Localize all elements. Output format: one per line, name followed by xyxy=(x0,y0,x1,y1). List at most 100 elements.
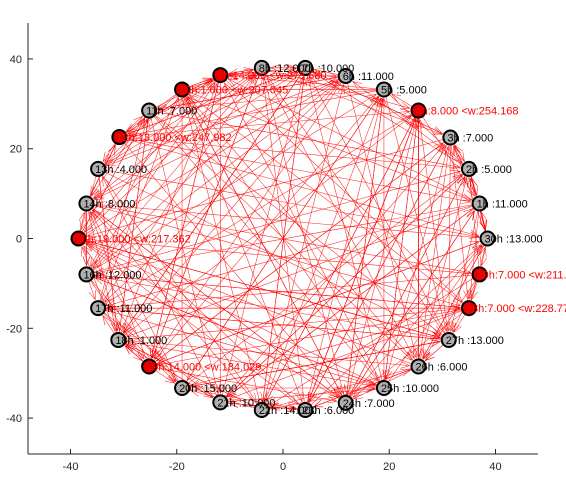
edge-arrowhead xyxy=(122,323,132,334)
edge-arrowhead xyxy=(94,277,105,285)
edge-arrowhead xyxy=(227,78,239,87)
edge xyxy=(148,142,444,367)
edge-arrowhead xyxy=(402,351,413,361)
edge-arrowhead xyxy=(91,186,100,197)
edge-arrowhead xyxy=(228,400,239,408)
node-label-15: 15h:19.000 <w:217.362 xyxy=(75,234,190,246)
edge-arrowhead xyxy=(380,97,388,108)
node-label-25: 25h :10.000 xyxy=(381,383,439,395)
edge xyxy=(104,89,183,163)
edge-arrowhead xyxy=(187,95,197,106)
edge-arrowhead xyxy=(149,348,158,359)
edge-arrowhead xyxy=(309,75,317,86)
edge xyxy=(86,274,145,360)
node-label-18: 18h :1.000 xyxy=(115,335,167,347)
edge-arrowhead xyxy=(378,97,386,108)
edge xyxy=(104,75,346,303)
edge xyxy=(158,89,384,111)
edge-arrowhead xyxy=(410,348,418,359)
y-tick-label: 20 xyxy=(10,144,22,156)
edges-layer xyxy=(78,64,488,413)
edge xyxy=(345,210,475,403)
edge-arrowhead xyxy=(453,293,463,303)
edge-arrowhead xyxy=(156,356,168,364)
edge xyxy=(352,307,470,398)
edge-arrowhead xyxy=(90,210,99,222)
edge xyxy=(126,343,262,411)
edge-arrowhead xyxy=(329,80,340,90)
edge-arrowhead xyxy=(432,326,443,335)
edge xyxy=(418,146,450,367)
edge-arrowhead xyxy=(365,385,376,394)
node-label-17: 17h :11.000 xyxy=(95,303,152,315)
edge-arrowhead xyxy=(313,67,324,76)
edge xyxy=(93,67,262,199)
edge xyxy=(469,177,480,275)
edge-arrowhead xyxy=(212,384,220,395)
edge-arrowhead xyxy=(453,145,462,156)
edge-arrowhead xyxy=(400,361,411,369)
edge-arrowhead xyxy=(125,123,136,133)
edge-arrowhead xyxy=(202,78,213,87)
node-18 xyxy=(110,331,127,348)
edge-arrowhead xyxy=(353,391,364,400)
edge xyxy=(97,307,214,398)
edge-arrowhead xyxy=(126,330,137,338)
edge-arrowhead xyxy=(89,211,97,222)
edge xyxy=(148,110,219,394)
edge xyxy=(269,274,480,406)
edge-arrowhead xyxy=(247,74,257,84)
node-21 xyxy=(212,394,229,411)
node-19 xyxy=(141,358,158,375)
node-22 xyxy=(253,402,270,419)
edge-arrowhead xyxy=(260,76,268,87)
edge-arrowhead xyxy=(376,97,384,108)
edge xyxy=(305,118,416,411)
node-label-12: 12h:13.000 <w:247.982 xyxy=(116,132,231,144)
edge-arrowhead xyxy=(268,397,279,406)
edge-arrowhead xyxy=(466,186,476,197)
edge-arrowhead xyxy=(248,74,258,85)
edge xyxy=(94,277,385,389)
edge-arrowhead xyxy=(269,401,281,409)
x-tick-label: 40 xyxy=(489,461,501,473)
edge-arrowhead xyxy=(432,126,443,134)
edge-arrowhead xyxy=(453,145,461,156)
edge-arrowhead xyxy=(82,256,91,267)
edge xyxy=(86,203,117,332)
edge-arrowhead xyxy=(224,82,232,93)
edge xyxy=(95,275,449,341)
edge xyxy=(119,136,471,203)
node-11 xyxy=(141,102,158,119)
edge-arrowhead xyxy=(101,176,110,187)
edge-arrowhead xyxy=(453,322,462,334)
edge xyxy=(383,89,447,332)
edge xyxy=(345,176,465,403)
edge-arrowhead xyxy=(450,170,461,178)
node-label-13: 13h :4.000 xyxy=(95,164,147,176)
edge-arrowhead xyxy=(288,396,299,406)
x-tick-label: -40 xyxy=(63,461,79,473)
edge-arrowhead xyxy=(90,256,98,268)
edge xyxy=(418,110,475,197)
node-label-9: 9h:14.000 <w:275.680 xyxy=(217,70,326,82)
edge xyxy=(86,81,339,275)
node-label-3: 3h :7.000 xyxy=(447,132,493,144)
edge xyxy=(119,79,213,138)
edge xyxy=(187,96,419,367)
edge xyxy=(419,119,450,341)
edge xyxy=(261,97,381,411)
edge xyxy=(313,366,419,408)
node-14 xyxy=(78,195,95,212)
edge xyxy=(86,203,461,306)
edge-arrowhead xyxy=(432,127,443,135)
edge-arrowhead xyxy=(94,201,105,209)
edge-arrowhead xyxy=(108,144,116,155)
edge-arrowhead xyxy=(85,242,97,250)
edge-arrowhead xyxy=(369,371,379,382)
edge-arrowhead xyxy=(228,392,239,400)
edge xyxy=(422,238,488,359)
node-25 xyxy=(375,380,392,397)
node-16 xyxy=(78,266,95,283)
